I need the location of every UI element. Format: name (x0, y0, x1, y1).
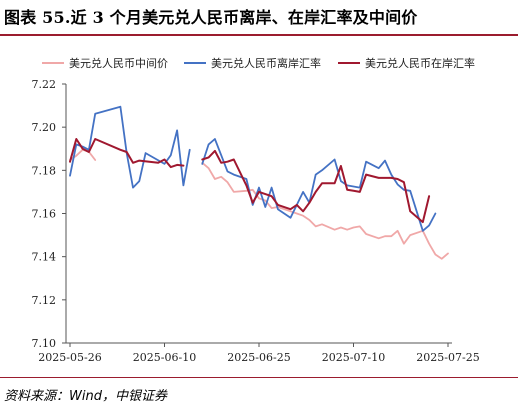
series-line-central-parity (201, 161, 449, 260)
legend-label: 美元兑人民币在岸汇率 (365, 56, 475, 70)
source-note: 资料来源：Wind，中银证券 (4, 389, 167, 404)
y-tick-label: 7.20 (32, 121, 57, 134)
x-tick-label: 2025-07-25 (416, 351, 479, 364)
legend-label: 美元兑人民币中间价 (69, 56, 168, 70)
title-rule (0, 34, 518, 36)
footer-rule (0, 377, 518, 378)
y-tick-label: 7.18 (32, 164, 57, 177)
legend-label: 美元兑人民币离岸汇率 (211, 56, 321, 70)
y-tick-label: 7.22 (32, 78, 57, 91)
x-tick-label: 2025-06-10 (133, 351, 196, 364)
y-tick-label: 7.16 (32, 208, 57, 221)
x-tick-label: 2025-05-26 (38, 351, 101, 364)
x-tick-label: 2025-06-25 (227, 351, 290, 364)
y-tick-label: 7.12 (32, 294, 57, 307)
page-title: 图表 55.近 3 个月美元兑人民币离岸、在岸汇率及中间价 (4, 8, 418, 27)
series-line-offshore (69, 105, 191, 189)
series-line-onshore (201, 149, 431, 224)
x-tick-label: 2025-07-10 (322, 351, 385, 364)
y-tick-label: 7.10 (32, 337, 57, 350)
y-tick-label: 7.14 (32, 251, 57, 264)
series-line-onshore (69, 138, 185, 169)
series-line-offshore (201, 138, 437, 232)
